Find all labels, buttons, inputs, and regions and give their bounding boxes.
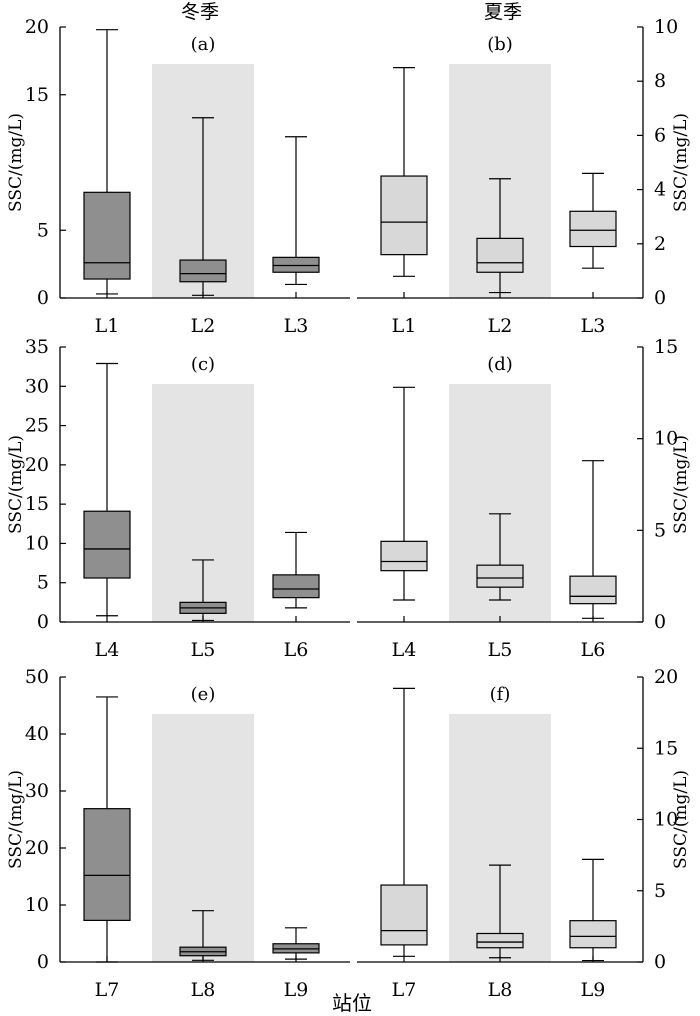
y-tick-label: 50 [25, 666, 49, 688]
panel-b: 0 2 4 6 8 10 SSC/(mg/L) (b) L1 L2 L3 [357, 16, 691, 337]
column-title-summer: 夏季 [484, 1, 522, 23]
box-L7 [83, 808, 131, 921]
box-L2 [179, 259, 227, 283]
box-L6 [272, 574, 320, 599]
panel-tag: (a) [191, 34, 216, 55]
box-L7 [380, 884, 428, 946]
y-tick-label: 8 [654, 70, 666, 92]
y-tick-label: 30 [25, 780, 49, 802]
station-label-L6: L6 [284, 639, 309, 661]
y-axis-title: SSC/(mg/L) [6, 770, 26, 869]
station-label-L1: L1 [392, 315, 417, 337]
y-tick-label: 15 [654, 336, 678, 358]
y-axis-title: SSC/(mg/L) [671, 113, 691, 212]
y-tick-label: 20 [25, 454, 49, 476]
y-tick-label: 35 [25, 336, 49, 358]
y-axis-title: SSC/(mg/L) [671, 435, 691, 534]
y-tick-label: 0 [37, 287, 49, 309]
y-tick-label: 0 [37, 611, 49, 633]
station-label-L4: L4 [392, 639, 417, 661]
y-tick-label: 5 [654, 519, 666, 541]
panel-tag: (e) [191, 684, 216, 705]
panel-f: 0 5 10 15 20 SSC/(mg/L) (f) L7 L8 L9 [357, 666, 691, 1001]
station-label-L6: L6 [581, 639, 606, 661]
y-axis-title: SSC/(mg/L) [671, 770, 691, 869]
y-tick-label: 2 [654, 233, 666, 255]
y-tick-label: 0 [654, 287, 666, 309]
y-tick-label: 5 [654, 880, 666, 902]
panel-d: 0 5 10 15 SSC/(mg/L) (d) L4 L5 L6 [357, 336, 691, 661]
figure-xlabel: 站位 [332, 991, 372, 1015]
y-tick-label: 4 [654, 179, 666, 201]
station-label-L5: L5 [488, 639, 513, 661]
station-label-L3: L3 [284, 315, 309, 337]
box-L4 [83, 510, 131, 579]
y-tick-label: 15 [25, 493, 49, 515]
y-tick-label: 10 [654, 809, 678, 831]
station-label-L7: L7 [392, 979, 417, 1001]
y-axis-title: SSC/(mg/L) [6, 113, 26, 212]
y-tick-label: 0 [37, 951, 49, 973]
box-L5 [476, 564, 524, 588]
y-tick-label: 25 [25, 415, 49, 437]
y-tick-label: 10 [654, 16, 678, 38]
y-tick-label: 40 [25, 723, 49, 745]
y-tick-label: 10 [25, 532, 49, 554]
panel-tag: (b) [487, 34, 513, 55]
station-label-L8: L8 [488, 979, 513, 1001]
station-label-L8: L8 [191, 979, 216, 1001]
panel-e: 0 10 20 30 40 50 SSC/(mg/L) (e) L7 L8 L9 [6, 666, 350, 1001]
y-tick-label: 15 [25, 84, 49, 106]
station-label-L9: L9 [581, 979, 606, 1001]
station-label-L2: L2 [488, 315, 513, 337]
y-tick-label: 20 [25, 837, 49, 859]
panel-a: 0 5 15 20 SSC/(mg/L) (a) L1 L2 L3 [6, 16, 350, 337]
panel-tag: (f) [490, 684, 511, 705]
y-tick-label: 5 [37, 219, 49, 241]
y-tick-label: 0 [654, 951, 666, 973]
station-label-L5: L5 [191, 639, 216, 661]
station-label-L4: L4 [95, 639, 120, 661]
column-title-winter: 冬季 [181, 1, 219, 23]
y-tick-label: 20 [654, 666, 678, 688]
station-label-L9: L9 [284, 979, 309, 1001]
panel-tag: (c) [191, 354, 215, 375]
station-label-L3: L3 [581, 315, 606, 337]
y-tick-label: 10 [654, 428, 678, 450]
box-L1 [380, 175, 428, 256]
y-tick-label: 10 [25, 894, 49, 916]
box-L9 [569, 920, 617, 949]
y-tick-label: 5 [37, 572, 49, 594]
y-tick-label: 20 [25, 16, 49, 38]
box-L3 [272, 256, 320, 273]
panel-tag: (d) [487, 354, 513, 375]
y-tick-label: 0 [654, 611, 666, 633]
panel-c: 0 5 10 15 20 25 30 35 SSC/(mg/L) (c) L4 L5 L6 [6, 336, 350, 661]
station-label-L7: L7 [95, 979, 120, 1001]
y-axis-title: SSC/(mg/L) [6, 435, 26, 534]
box-L4 [380, 540, 428, 572]
box-L3 [569, 210, 617, 248]
box-L8 [476, 932, 524, 949]
box-L2 [476, 237, 524, 273]
station-label-L2: L2 [191, 315, 216, 337]
y-tick-label: 30 [25, 375, 49, 397]
y-tick-label: 15 [654, 737, 678, 759]
box-L1 [83, 191, 131, 280]
y-tick-label: 6 [654, 124, 666, 146]
station-label-L1: L1 [95, 315, 120, 337]
box-L6 [569, 575, 617, 605]
